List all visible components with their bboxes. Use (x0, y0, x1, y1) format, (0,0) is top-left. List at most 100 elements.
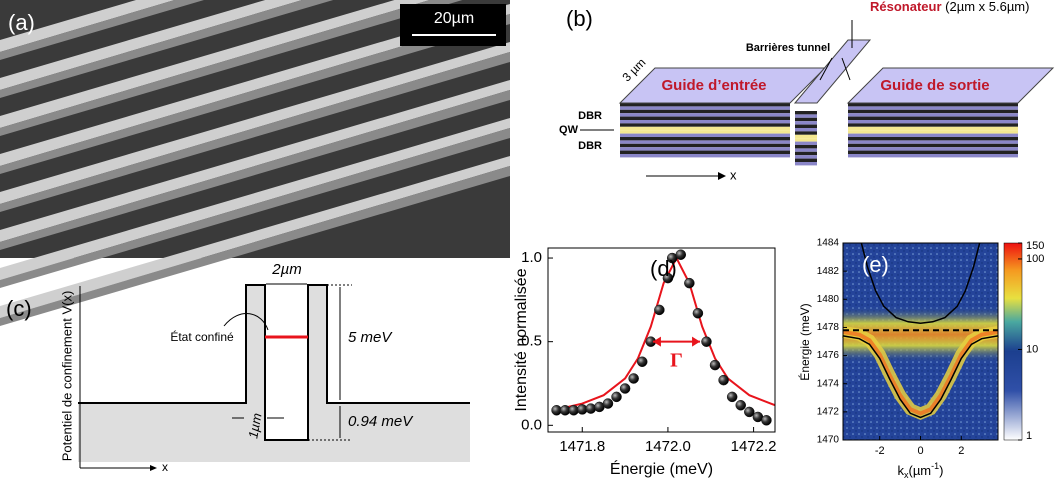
sem-stripes (0, 0, 510, 326)
layer (848, 154, 1018, 158)
y-axis-label: Potentiel de confinement V(x) (59, 291, 74, 462)
dispersion-curve (860, 242, 981, 324)
layer (848, 143, 1018, 148)
data-point (744, 406, 755, 418)
data-point (602, 398, 614, 409)
arrow-head (718, 172, 726, 180)
panel-label: (a) (8, 10, 35, 35)
layer (848, 133, 1018, 137)
layer (620, 140, 790, 144)
state-pointer (223, 313, 269, 331)
qw-label: QW (559, 124, 579, 136)
layer (620, 126, 790, 131)
panel-label: (b) (566, 6, 593, 31)
y-tick-label: 1476 (817, 350, 840, 361)
pointer (819, 57, 833, 81)
x-tick-label: 1472.2 (731, 438, 777, 455)
layer (795, 148, 817, 152)
data-point (692, 307, 704, 319)
layer (620, 113, 790, 117)
fwhm-label: Γ (670, 349, 683, 371)
state-label: État confiné (170, 329, 234, 344)
x-axis-label-part: (µm (908, 463, 931, 478)
layer-stack (620, 103, 1018, 166)
colorbar-tick-label: 150 (1026, 240, 1044, 252)
layer (795, 141, 817, 145)
layer (795, 111, 817, 115)
layer (620, 116, 790, 120)
ridge (0, 118, 510, 280)
x-axis-label-part: k (897, 463, 904, 478)
data-point (761, 415, 772, 426)
panel-b: (b) Résonateur (2µm x 5.6µm) Barrières t… (559, 0, 1055, 182)
x-axis-label: kx(µm-1) (897, 461, 943, 480)
layer (848, 116, 1018, 120)
data-point (585, 403, 597, 414)
arrow-head (150, 465, 157, 471)
x-tick-label: 1472.0 (645, 438, 691, 455)
resonator-name: Résonateur (870, 0, 942, 14)
layer (795, 138, 817, 142)
x-axis-label: Énergie (meV) (610, 459, 713, 478)
layer (620, 143, 790, 148)
y-tick-label: 1472 (817, 406, 840, 417)
colorbar-tick-label: 100 (1026, 253, 1044, 265)
y-tick-label: 1474 (817, 378, 840, 389)
y-tick-label: 1470 (817, 435, 840, 446)
barriers-label: Barrières tunnel (746, 42, 830, 54)
resonator-size: (2µm x 5.6µm) (942, 0, 1030, 14)
ridge-side (0, 0, 334, 98)
layer (795, 151, 817, 156)
scale-box (400, 4, 506, 46)
layer (620, 150, 790, 154)
layer (848, 123, 1018, 127)
data-point (619, 383, 631, 394)
layer (620, 106, 790, 110)
layer (795, 131, 817, 135)
colorbar-tick-label: 1 (1026, 430, 1032, 442)
potential-fill (78, 285, 470, 462)
intensity-band (842, 329, 999, 416)
well-width-label: 2µm (271, 261, 301, 278)
y-tick-label: 1.0 (521, 249, 542, 266)
layer (848, 137, 1018, 141)
y-axis-label: Intensité normalisée (513, 268, 530, 411)
potential-profile (78, 284, 470, 441)
layer (620, 133, 790, 137)
y-tick-label: 1478 (817, 322, 840, 333)
layer (848, 150, 1018, 154)
depth-label: 0.94 meV (348, 413, 414, 430)
x-axis-label-part: ) (939, 463, 943, 478)
layer (795, 124, 817, 128)
layer (620, 109, 790, 114)
layer (795, 145, 817, 149)
output-guide-label: Guide de sortie (880, 77, 989, 94)
panel-label: (d) (650, 256, 677, 281)
pointer (841, 57, 851, 81)
y-tick-label: 1484 (817, 238, 840, 249)
ridge (0, 156, 510, 318)
layer (795, 134, 817, 139)
layer (848, 106, 1018, 110)
data-point (709, 359, 721, 371)
data-point (701, 336, 712, 347)
resonator-title: Résonateur (2µm x 5.6µm) (870, 0, 1029, 14)
data-point (628, 373, 639, 384)
layer (795, 114, 817, 118)
panel-a: 20µm (a) (0, 0, 510, 326)
layer (848, 103, 1018, 107)
layer (795, 117, 817, 122)
x-tick-label: 0 (917, 445, 923, 457)
data-point (654, 304, 665, 316)
layer (620, 123, 790, 127)
layer (795, 121, 817, 125)
data-point (611, 391, 622, 403)
layer (795, 155, 817, 159)
barrier-height-label: 5 meV (348, 329, 393, 346)
ridge-side (0, 128, 510, 288)
layer (620, 130, 790, 134)
layer (848, 140, 1018, 144)
layer (620, 120, 790, 124)
layer (848, 109, 1018, 114)
